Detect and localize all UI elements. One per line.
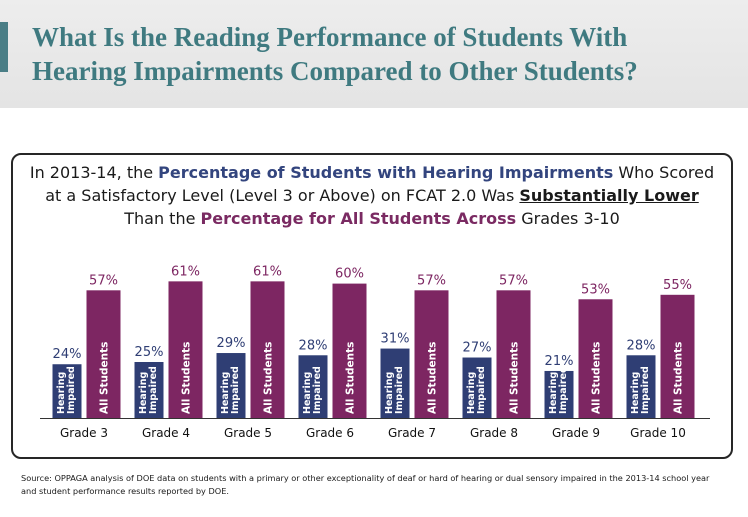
bar-hearing-impaired	[626, 355, 656, 418]
bar-label-hearing-line1: Hearing	[548, 372, 559, 414]
category-label: Grade 7	[388, 426, 436, 440]
category-label: Grade 5	[224, 426, 272, 440]
bar-label-hearing-line1: Hearing	[630, 372, 641, 414]
source-line-2: and student performance results reported…	[21, 486, 229, 496]
bar-hearing-impaired	[462, 357, 492, 418]
bar-label-all-students: All Students	[673, 342, 685, 414]
bar-label-all-students: All Students	[427, 342, 439, 414]
value-label-hearing-impaired: 28%	[299, 338, 328, 353]
bar-label-hearing-line2: Impaired	[66, 366, 77, 414]
bar-label-all-students: All Students	[509, 342, 521, 414]
value-label-all-students: 61%	[253, 264, 282, 279]
value-label-hearing-impaired: 29%	[217, 336, 246, 351]
subtitle-highlight-lower: Substantially Lower	[519, 186, 699, 205]
bar-label-hearing-line1: Hearing	[220, 372, 231, 414]
value-label-all-students: 61%	[171, 264, 200, 279]
title-line-2: Hearing Impairments Compared to Other St…	[32, 56, 638, 86]
category-label: Grade 4	[142, 426, 190, 440]
subtitle-text-3a: Than the	[124, 209, 201, 228]
bar-label-hearing-line2: Impaired	[148, 366, 159, 414]
bar-label-all-students: All Students	[591, 342, 603, 414]
bar-hearing-impaired	[52, 364, 82, 418]
bar-label-hearing-line2: Impaired	[230, 366, 241, 414]
category-label: Grade 3	[60, 426, 108, 440]
bar-label-all-students: All Students	[181, 342, 193, 414]
title-line-1: What Is the Reading Performance of Stude…	[32, 22, 628, 52]
bar-label-hearing-line2: Impaired	[558, 366, 569, 414]
chart-subtitle: In 2013-14, the Percentage of Students w…	[14, 161, 730, 230]
chart-panel	[11, 153, 733, 459]
bar-hearing-impaired	[134, 362, 164, 418]
value-label-all-students: 53%	[581, 282, 610, 297]
value-label-hearing-impaired: 25%	[135, 345, 164, 360]
value-label-hearing-impaired: 31%	[381, 332, 410, 347]
subtitle-text-2a: at a Satisfactory Level (Level 3 or Abov…	[45, 186, 520, 205]
bar-all-students	[332, 283, 367, 418]
page-title: What Is the Reading Performance of Stude…	[32, 20, 742, 88]
subtitle-highlight-all: Percentage for All Students Across	[200, 209, 517, 228]
category-label: Grade 6	[306, 426, 354, 440]
bar-all-students	[86, 290, 121, 418]
value-label-hearing-impaired: 24%	[53, 347, 82, 362]
bar-hearing-impaired	[380, 348, 410, 418]
bar-label-all-students: All Students	[345, 342, 357, 414]
bar-label-hearing-line1: Hearing	[302, 372, 313, 414]
category-label: Grade 9	[552, 426, 600, 440]
value-label-all-students: 60%	[335, 267, 364, 282]
category-label: Grade 10	[630, 426, 686, 440]
bar-label-hearing-line2: Impaired	[640, 366, 651, 414]
source-note: Source: OPPAGA analysis of DOE data on s…	[21, 472, 733, 498]
value-label-hearing-impaired: 21%	[545, 354, 574, 369]
bar-all-students	[496, 290, 531, 418]
value-label-all-students: 57%	[89, 273, 118, 288]
bar-label-hearing-line1: Hearing	[384, 372, 395, 414]
bar-label-all-students: All Students	[99, 342, 111, 414]
subtitle-highlight-hearing: Percentage of Students with Hearing Impa…	[158, 163, 614, 182]
value-label-all-students: 57%	[499, 273, 528, 288]
subtitle-text-1a: In 2013-14, the	[29, 163, 159, 182]
subtitle-text-3c: Grades 3-10	[516, 209, 620, 228]
bar-label-all-students: All Students	[263, 342, 275, 414]
title-band	[0, 0, 748, 108]
value-label-hearing-impaired: 28%	[627, 338, 656, 353]
bar-all-students	[168, 281, 203, 418]
bar-label-hearing-line1: Hearing	[138, 372, 149, 414]
bar-hearing-impaired	[298, 355, 328, 418]
bar-label-hearing-line2: Impaired	[476, 366, 487, 414]
title-accent-bar	[0, 22, 8, 72]
value-label-hearing-impaired: 27%	[463, 341, 492, 356]
bar-label-hearing-line2: Impaired	[394, 366, 405, 414]
bar-all-students	[414, 290, 449, 418]
subtitle-text-1c: Who Scored	[613, 163, 715, 182]
bar-all-students	[250, 281, 285, 418]
bar-hearing-impaired	[216, 353, 246, 418]
source-line-1: Source: OPPAGA analysis of DOE data on s…	[21, 473, 710, 483]
bar-label-hearing-line1: Hearing	[466, 372, 477, 414]
bar-all-students	[578, 299, 613, 418]
bar-all-students	[660, 294, 695, 418]
value-label-all-students: 57%	[417, 273, 446, 288]
bar-hearing-impaired	[544, 370, 574, 418]
bar-label-hearing-line1: Hearing	[56, 372, 67, 414]
bar-label-hearing-line2: Impaired	[312, 366, 323, 414]
value-label-all-students: 55%	[663, 278, 692, 293]
category-label: Grade 8	[470, 426, 518, 440]
